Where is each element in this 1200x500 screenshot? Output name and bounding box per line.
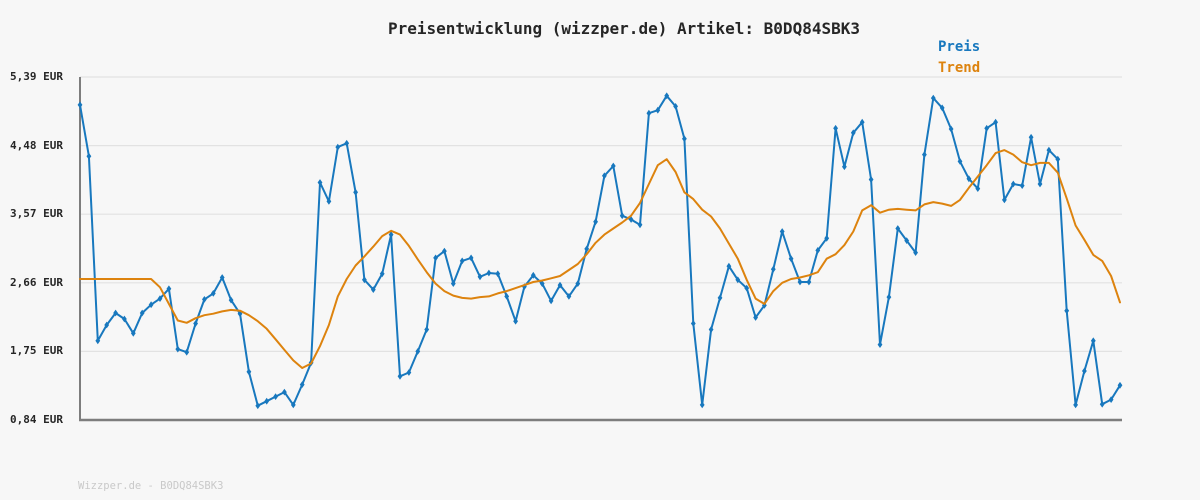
gridlines <box>80 76 1122 352</box>
y-axis-tick-label: 4,48 EUR <box>10 138 63 152</box>
y-axis-tick-label: 5,39 EUR <box>10 70 63 83</box>
chart-title: Preisentwicklung (wizzper.de) Artikel: B… <box>387 19 860 38</box>
y-axis-tick-label: 3,57 EUR <box>10 207 63 221</box>
y-axis-tick-label: 2,66 EUR <box>10 275 63 289</box>
preis-series-line <box>79 94 1121 407</box>
watermark-text: Wizzper.de - B0DQ84SBK3 <box>78 480 224 492</box>
legend-item-preis: Preis <box>938 39 981 55</box>
y-axis-tick-label: 1,75 EUR <box>10 344 63 358</box>
trend-series-line <box>79 149 1121 369</box>
y-axis-tick-label: 0,84 EUR <box>10 413 63 426</box>
legend-item-trend: Trend <box>938 60 981 76</box>
preis-data-point-markers <box>77 92 1123 410</box>
